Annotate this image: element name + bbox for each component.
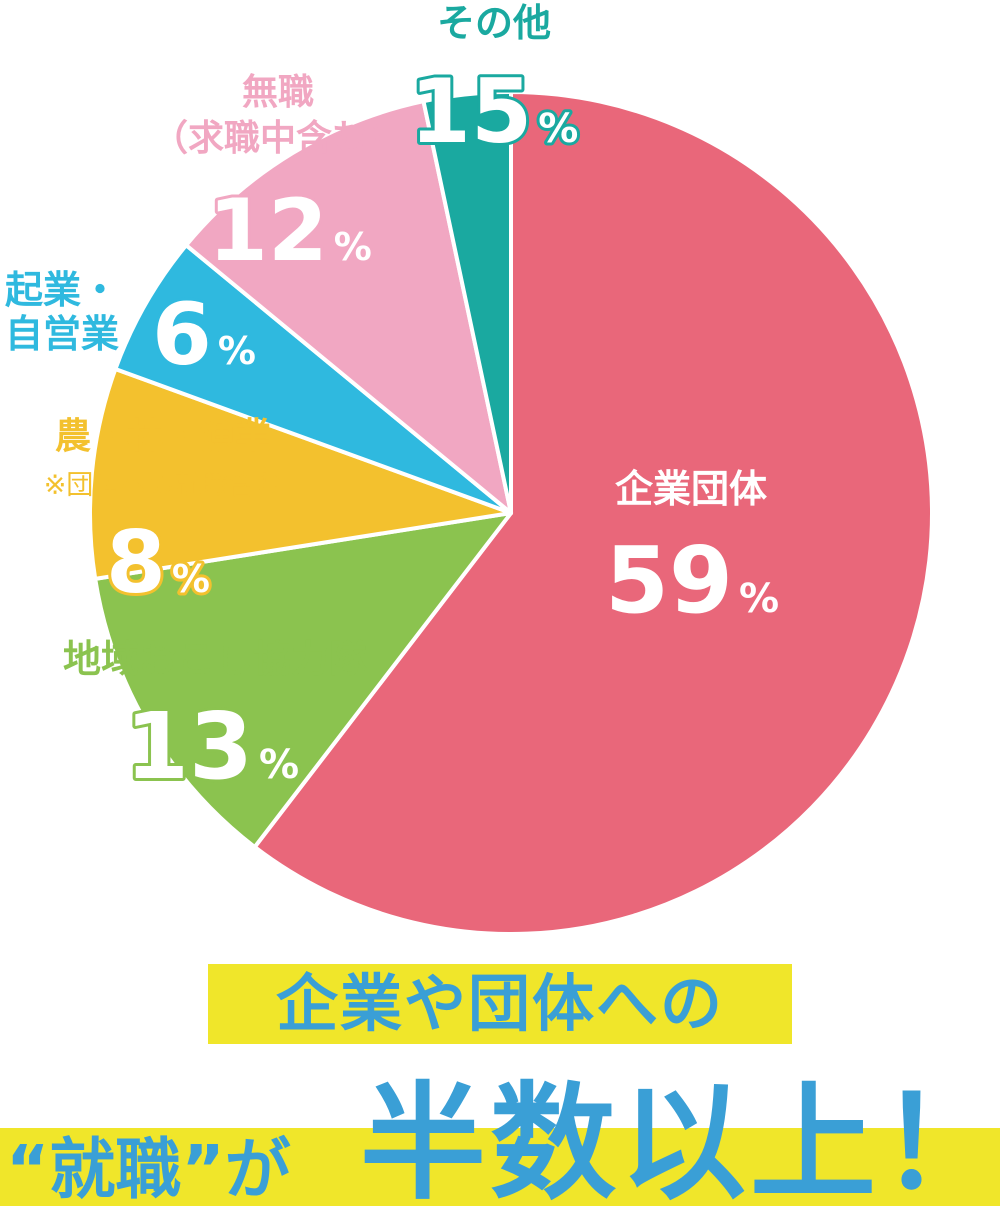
slice-value-unit: % — [538, 106, 578, 152]
headline-line-1: 企業や団体への — [208, 964, 792, 1044]
headline-employment-text: “就職”が — [6, 1131, 291, 1208]
pie-slice — [88, 367, 513, 581]
slice-value-label: 12% — [208, 181, 372, 281]
slice-name-label: 自営業 — [5, 312, 119, 356]
slice-value-label: 13% — [125, 693, 299, 800]
slice-name-label: 起業・ — [5, 268, 119, 312]
pie-slice — [252, 90, 934, 936]
slice-value-unit: % — [334, 225, 372, 269]
headline-majority-text: 半数以上！ — [360, 1070, 1000, 1217]
pie-chart: 企業団体 59 % 地域おこし協力隊 13 % 農・林・漁業 ※団体への就職含む 8 % 起業・自営… — [5, 1, 934, 936]
slice-value-number: 12 — [208, 181, 328, 281]
slice-name-label: 無職 — [242, 72, 314, 113]
slice-value-unit: % — [218, 329, 256, 373]
slice-name-label: 企業団体 — [615, 467, 767, 511]
slice-value-label: 8% — [106, 513, 210, 613]
slice-note-label: ※団体への就職含む — [44, 470, 283, 501]
pie-slices — [88, 90, 934, 936]
slice-value-number: 15 — [410, 60, 532, 163]
slice-value-label: 15% — [410, 60, 579, 163]
slice-value-unit: % — [259, 742, 299, 788]
slice-value-number: 8 — [106, 513, 166, 613]
slice-name-label: 農・林・漁業 — [55, 416, 271, 457]
slice-name-label: 地域おこし協力隊 — [63, 637, 367, 681]
slice-value-label: 59% — [605, 527, 779, 634]
pie-slice — [113, 243, 513, 515]
slice-value-unit: % — [172, 557, 210, 601]
slice-value-unit: % — [739, 576, 779, 622]
pie-slice — [93, 511, 513, 850]
headline-highlight-bar — [0, 1128, 1000, 1206]
slice-value-number: 13 — [125, 693, 253, 800]
slice-value-number: 6 — [152, 285, 212, 385]
pie-slice — [184, 99, 513, 515]
slice-value-label: 6% — [152, 285, 256, 385]
pie-slice — [421, 90, 513, 515]
slice-value-number: 59 — [605, 527, 733, 634]
slice-name-label: （求職中含む） — [152, 118, 404, 159]
slice-name-label: その他 — [437, 1, 551, 45]
pie-labels: 企業団体 59 % 地域おこし協力隊 13 % 農・林・漁業 ※団体への就職含む 8 % 起業・自営… — [5, 1, 779, 803]
headline-line-2: “就職”が 半数以上！ — [0, 1074, 1000, 1214]
